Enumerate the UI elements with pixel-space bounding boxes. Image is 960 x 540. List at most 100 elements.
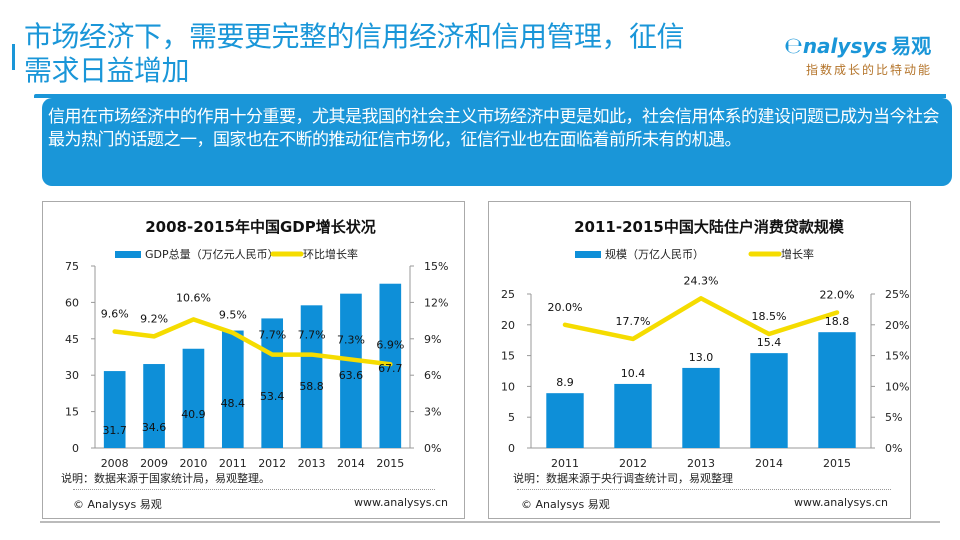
y-tick-label-left: 45 <box>65 333 79 346</box>
y-tick-label-right: 20% <box>885 319 909 332</box>
line-value-label: 22.0% <box>820 288 855 301</box>
y-tick-label-left: 75 <box>65 260 79 273</box>
line-value-label: 10.6% <box>176 291 211 304</box>
line-value-label: 9.5% <box>219 309 247 322</box>
divider <box>73 489 435 490</box>
y-tick-label-left: 0 <box>508 442 515 455</box>
bar <box>682 367 720 448</box>
bar-value-label: 48.4 <box>221 397 246 410</box>
bar-value-label: 40.9 <box>181 408 206 421</box>
y-tick-label-left: 0 <box>72 442 79 455</box>
bar-value-label: 8.9 <box>556 376 574 389</box>
legend-swatch-bar <box>575 251 601 258</box>
line-value-label: 7.7% <box>298 329 326 342</box>
y-tick-label-right: 15% <box>424 260 448 273</box>
legend-swatch-bar <box>115 251 141 258</box>
y-tick-label-left: 5 <box>508 411 515 424</box>
logo-brand-cn: 易观 <box>891 34 932 58</box>
line-value-label: 17.7% <box>616 315 651 328</box>
chart-title: 2008-2015年中国GDP增长状况 <box>145 218 375 236</box>
x-tick-label: 2013 <box>298 457 326 470</box>
logo-slogan: 指数成长的比特动能 <box>806 63 933 77</box>
gdp-chart: 2008-2015年中国GDP增长状况 GDP总量（万亿元人民币） 环比增长率 0 15… <box>65 218 448 470</box>
bar <box>182 348 205 448</box>
loan-chart-note: 说明：数据来源于央行调查统计司，易观整理 <box>513 472 733 485</box>
x-tick-label: 2011 <box>219 457 247 470</box>
gdp-chart-note: 说明：数据来源于国家统计局，易观整理。 <box>61 472 270 485</box>
legend-label-line: 增长率 <box>781 247 814 261</box>
x-tick-label: 2012 <box>258 457 286 470</box>
bar <box>300 305 323 448</box>
x-tick-label: 2015 <box>376 457 404 470</box>
y-tick-label-left: 15 <box>65 406 79 419</box>
y-tick-label-left: 30 <box>65 369 79 382</box>
bar-value-label: 67.7 <box>378 362 403 375</box>
x-tick-label: 2012 <box>619 457 647 470</box>
bottom-divider <box>40 521 940 523</box>
divider <box>517 489 891 490</box>
x-tick-label: 2009 <box>140 457 168 470</box>
footer-copyright: © Analysys 易观 <box>521 498 610 511</box>
title-accent-bar <box>12 44 15 70</box>
line-value-label: 6.9% <box>376 338 404 351</box>
legend-label-bar: GDP总量（万亿元人民币） <box>145 247 279 261</box>
bar <box>143 364 165 448</box>
bar <box>221 330 244 448</box>
growth-line <box>562 296 840 342</box>
analysys-logo: ℮nalysys 易观 指数成长的比特动能 <box>784 30 954 80</box>
line-value-label: 7.7% <box>258 329 286 342</box>
growth-line <box>112 317 393 367</box>
line-value-label: 9.2% <box>140 312 168 325</box>
y-tick-label-left: 10 <box>501 380 515 393</box>
bar <box>340 293 362 448</box>
y-tick-label-right: 9% <box>424 333 441 346</box>
y-tick-label-right: 15% <box>885 350 909 363</box>
bar <box>818 332 856 448</box>
chart-title: 2011-2015中国大陆住户消费贷款规模 <box>574 218 845 236</box>
title-underline <box>34 94 946 98</box>
y-tick-label-left: 60 <box>65 296 79 309</box>
x-tick-label: 2014 <box>337 457 365 470</box>
page-title: 市场经济下，需要更完整的信用经济和信用管理，征信需求日益增加 <box>24 20 685 87</box>
footer-url: www.analysys.cn <box>794 496 888 509</box>
gdp-chart-panel: 2008-2015年中国GDP增长状况 GDP总量（万亿元人民币） 环比增长率 0 15… <box>42 201 465 519</box>
bar-value-label: 15.4 <box>757 336 782 349</box>
bar-value-label: 34.6 <box>142 421 167 434</box>
y-tick-label-right: 3% <box>424 406 441 419</box>
y-tick-label-right: 10% <box>885 380 909 393</box>
x-tick-label: 2014 <box>755 457 783 470</box>
y-tick-label-right: 5% <box>885 411 902 424</box>
summary-box: 信用在市场经济中的作用十分重要，尤其是我国的社会主义市场经济中更是如此，社会信用… <box>42 98 952 186</box>
y-tick-label-right: 0% <box>424 442 441 455</box>
bar <box>546 393 584 448</box>
line-value-label: 18.5% <box>752 310 787 323</box>
legend-label-line: 环比增长率 <box>303 247 358 261</box>
y-tick-label-left: 20 <box>501 319 515 332</box>
footer-url: www.analysys.cn <box>354 496 448 509</box>
bar-value-label: 10.4 <box>621 367 646 380</box>
line-value-label: 20.0% <box>548 301 583 314</box>
line-value-label: 7.3% <box>337 333 365 346</box>
bar-value-label: 58.8 <box>299 380 324 393</box>
bar-value-label: 13.0 <box>689 351 714 364</box>
bar-value-label: 63.6 <box>339 369 364 382</box>
legend-label-bar: 规模（万亿人民币） <box>605 247 704 261</box>
x-tick-label: 2013 <box>687 457 715 470</box>
bar <box>614 383 652 448</box>
x-tick-label: 2011 <box>551 457 579 470</box>
y-tick-label-right: 12% <box>424 296 448 309</box>
footer-copyright: © Analysys 易观 <box>73 498 162 511</box>
y-tick-label-right: 25% <box>885 288 909 301</box>
x-tick-label: 2015 <box>823 457 851 470</box>
y-tick-label-left: 25 <box>501 288 515 301</box>
logo-brand: ℮nalysys <box>784 34 888 59</box>
bar-value-label: 53.4 <box>260 390 285 403</box>
y-tick-label-right: 6% <box>424 369 441 382</box>
bar <box>750 353 788 448</box>
bar <box>103 371 126 448</box>
x-tick-label: 2010 <box>179 457 207 470</box>
y-tick-label-right: 0% <box>885 442 902 455</box>
x-tick-label: 2008 <box>101 457 129 470</box>
bar-value-label: 18.8 <box>825 315 850 328</box>
